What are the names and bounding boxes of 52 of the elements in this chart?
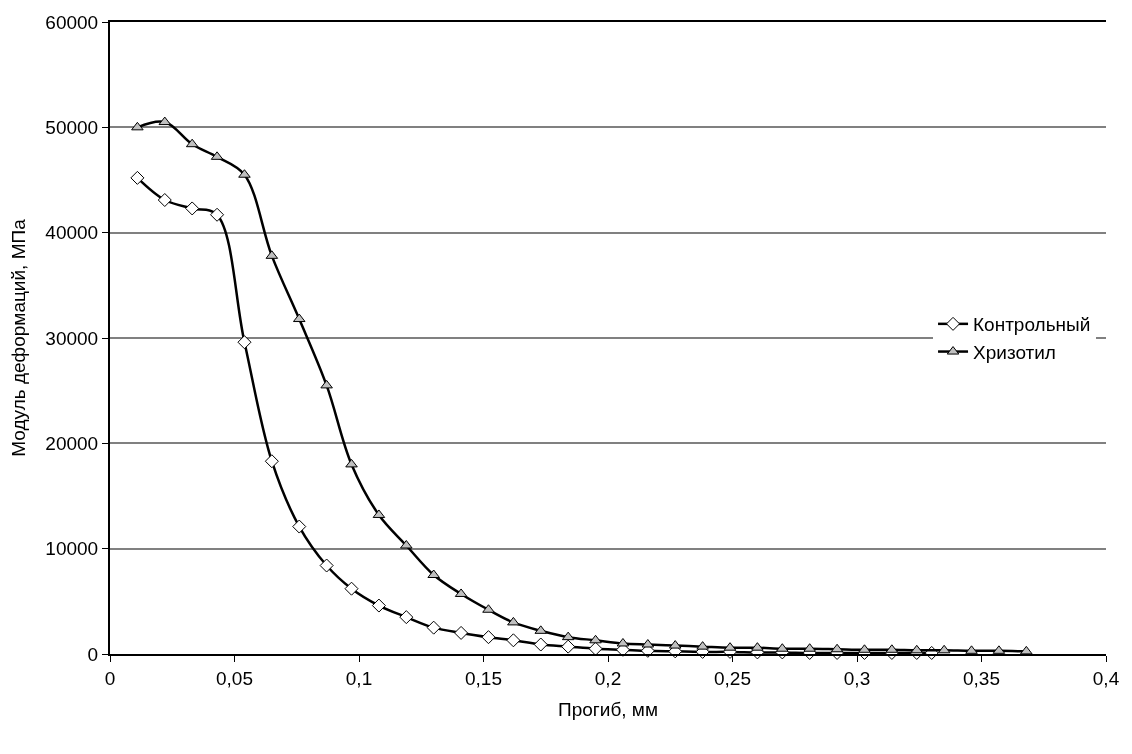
y-axis-title: Модуль деформаций, МПа <box>7 218 29 457</box>
y-tick-label: 0 <box>87 643 99 665</box>
point <box>158 116 172 126</box>
point <box>130 170 145 185</box>
x-tick-label: 0,1 <box>345 667 373 689</box>
point <box>185 138 199 148</box>
x-tick-label: 0,3 <box>843 667 871 689</box>
x-tick-label: 0,05 <box>216 667 253 689</box>
point <box>264 454 279 469</box>
point <box>320 379 333 389</box>
point <box>910 644 924 654</box>
point <box>371 598 386 613</box>
point <box>507 616 520 626</box>
y-tick-label: 60000 <box>45 11 99 33</box>
point <box>533 637 548 652</box>
point <box>157 193 172 208</box>
point <box>616 637 630 647</box>
point <box>319 558 334 573</box>
point <box>131 121 144 131</box>
x-tick-label: 0,25 <box>714 667 751 689</box>
x-axis-title: Прогиб, мм <box>558 699 658 721</box>
point <box>561 631 575 641</box>
point <box>292 519 307 534</box>
point <box>426 620 441 635</box>
x-tick-label: 0 <box>104 667 116 689</box>
point <box>561 639 576 654</box>
point <box>210 207 225 222</box>
point <box>1020 645 1033 655</box>
x-tick-label: 0,4 <box>1092 667 1120 689</box>
y-tick-label: 40000 <box>45 222 99 244</box>
point <box>454 625 469 640</box>
point <box>481 630 496 645</box>
x-tick-label: 0,2 <box>594 667 622 689</box>
point <box>937 644 951 654</box>
point <box>589 634 602 644</box>
y-tick-label: 30000 <box>45 327 99 349</box>
point <box>830 643 844 653</box>
legend-label: Контрольный <box>973 314 1091 336</box>
point <box>292 313 306 323</box>
y-tick-label: 50000 <box>45 116 99 138</box>
y-tick-label: 10000 <box>45 538 99 560</box>
x-tick-label: 0,15 <box>465 667 502 689</box>
x-tick-label: 0,35 <box>963 667 1000 689</box>
y-tick-label: 20000 <box>45 432 99 454</box>
point <box>185 201 200 216</box>
point <box>399 610 414 625</box>
legend-label: Хризотил <box>973 341 1056 363</box>
point <box>345 458 358 468</box>
point <box>344 581 359 596</box>
point <box>588 641 603 656</box>
point <box>237 335 252 350</box>
point <box>506 633 521 648</box>
